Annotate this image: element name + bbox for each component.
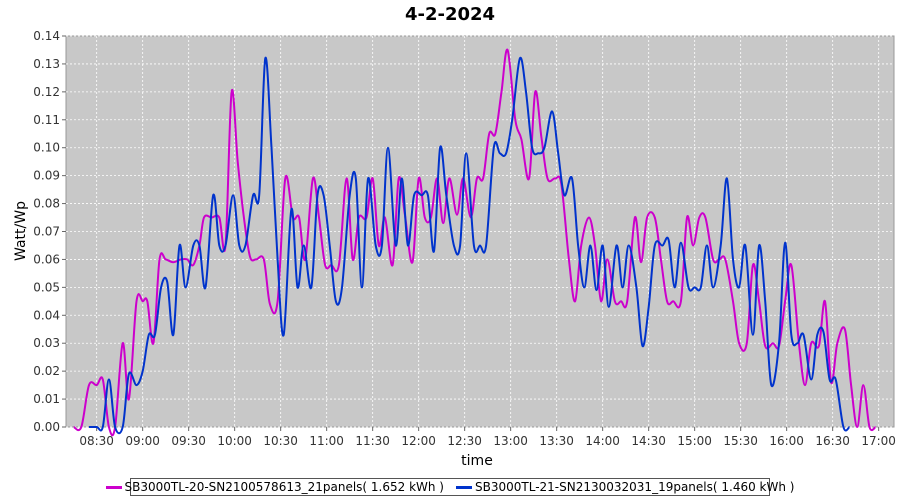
y-tick-label: 0.01 [33, 392, 60, 406]
x-tick-label: 17:00 [861, 434, 896, 448]
series-lines [73, 48, 877, 437]
y-tick-label: 0.09 [33, 169, 60, 183]
x-axis-ticks: 08:30 09:00 09:30 10:00 10:30 11:00 11:30 12:00… [79, 427, 896, 448]
legend-label-1: SB3000TL-20-SN2100578613_21panels( 1.652… [124, 480, 444, 494]
x-tick-label: 11:00 [309, 434, 344, 448]
y-tick-label: 0.00 [33, 420, 60, 434]
y-tick-label: 0.13 [33, 57, 60, 71]
y-tick-label: 0.07 [33, 225, 60, 239]
x-tick-label: 16:30 [815, 434, 850, 448]
x-tick-label: 12:30 [447, 434, 482, 448]
x-tick-label: 14:30 [631, 434, 666, 448]
x-tick-label: 10:30 [263, 434, 298, 448]
y-tick-label: 0.05 [33, 280, 60, 294]
x-tick-label: 15:30 [723, 434, 758, 448]
x-tick-label: 15:00 [677, 434, 712, 448]
x-tick-label: 13:30 [539, 434, 574, 448]
legend-label-2: SB3000TL-21-SN2130032031_19panels( 1.460… [475, 480, 795, 494]
y-tick-label: 0.03 [33, 336, 60, 350]
x-tick-label: 16:00 [769, 434, 804, 448]
x-tick-label: 10:00 [217, 434, 252, 448]
y-tick-label: 0.08 [33, 197, 60, 211]
legend-swatch-2 [456, 485, 472, 489]
y-tick-label: 0.11 [33, 113, 60, 127]
x-tick-label: 12:00 [401, 434, 436, 448]
x-tick-label: 11:30 [355, 434, 390, 448]
x-axis-label: time [461, 453, 493, 469]
y-tick-label: 0.02 [33, 364, 60, 378]
x-tick-label: 09:00 [125, 434, 160, 448]
y-tick-label: 0.12 [33, 85, 60, 99]
y-tick-label: 0.04 [33, 308, 60, 322]
legend-swatch-1 [105, 485, 122, 489]
legend-item-1: SB3000TL-20-SN2100578613_21panels( 1.652… [105, 480, 444, 494]
x-tick-label: 09:30 [171, 434, 206, 448]
x-tick-label: 14:00 [585, 434, 620, 448]
y-tick-label: 0.06 [33, 252, 60, 266]
y-axis-ticks: 0.00 0.01 0.02 0.03 0.04 0.05 0.06 0.07 0.08 0.09… [33, 29, 66, 434]
y-tick-label: 0.10 [33, 141, 60, 155]
y-axis-label: Watt/Wp [13, 201, 29, 261]
x-tick-label: 08:30 [79, 434, 114, 448]
line-chart: 0.00 0.01 0.02 0.03 0.04 0.05 0.06 0.07 0.08 0.09… [13, 29, 896, 469]
legend-item-2: SB3000TL-21-SN2130032031_19panels( 1.460… [456, 480, 794, 494]
y-tick-label: 0.14 [33, 29, 60, 43]
legend: SB3000TL-20-SN2100578613_21panels( 1.652… [105, 478, 794, 496]
x-tick-label: 13:00 [493, 434, 528, 448]
chart-title: 4-2-2024 [404, 4, 496, 25]
series-line-2 [89, 56, 851, 435]
